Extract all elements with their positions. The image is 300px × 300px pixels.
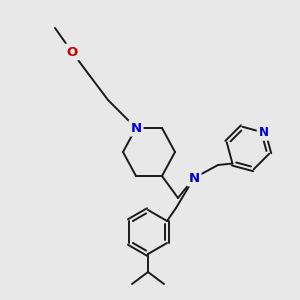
Text: N: N — [188, 172, 200, 184]
Text: N: N — [259, 126, 269, 139]
Text: O: O — [66, 46, 78, 59]
Text: N: N — [130, 122, 142, 134]
